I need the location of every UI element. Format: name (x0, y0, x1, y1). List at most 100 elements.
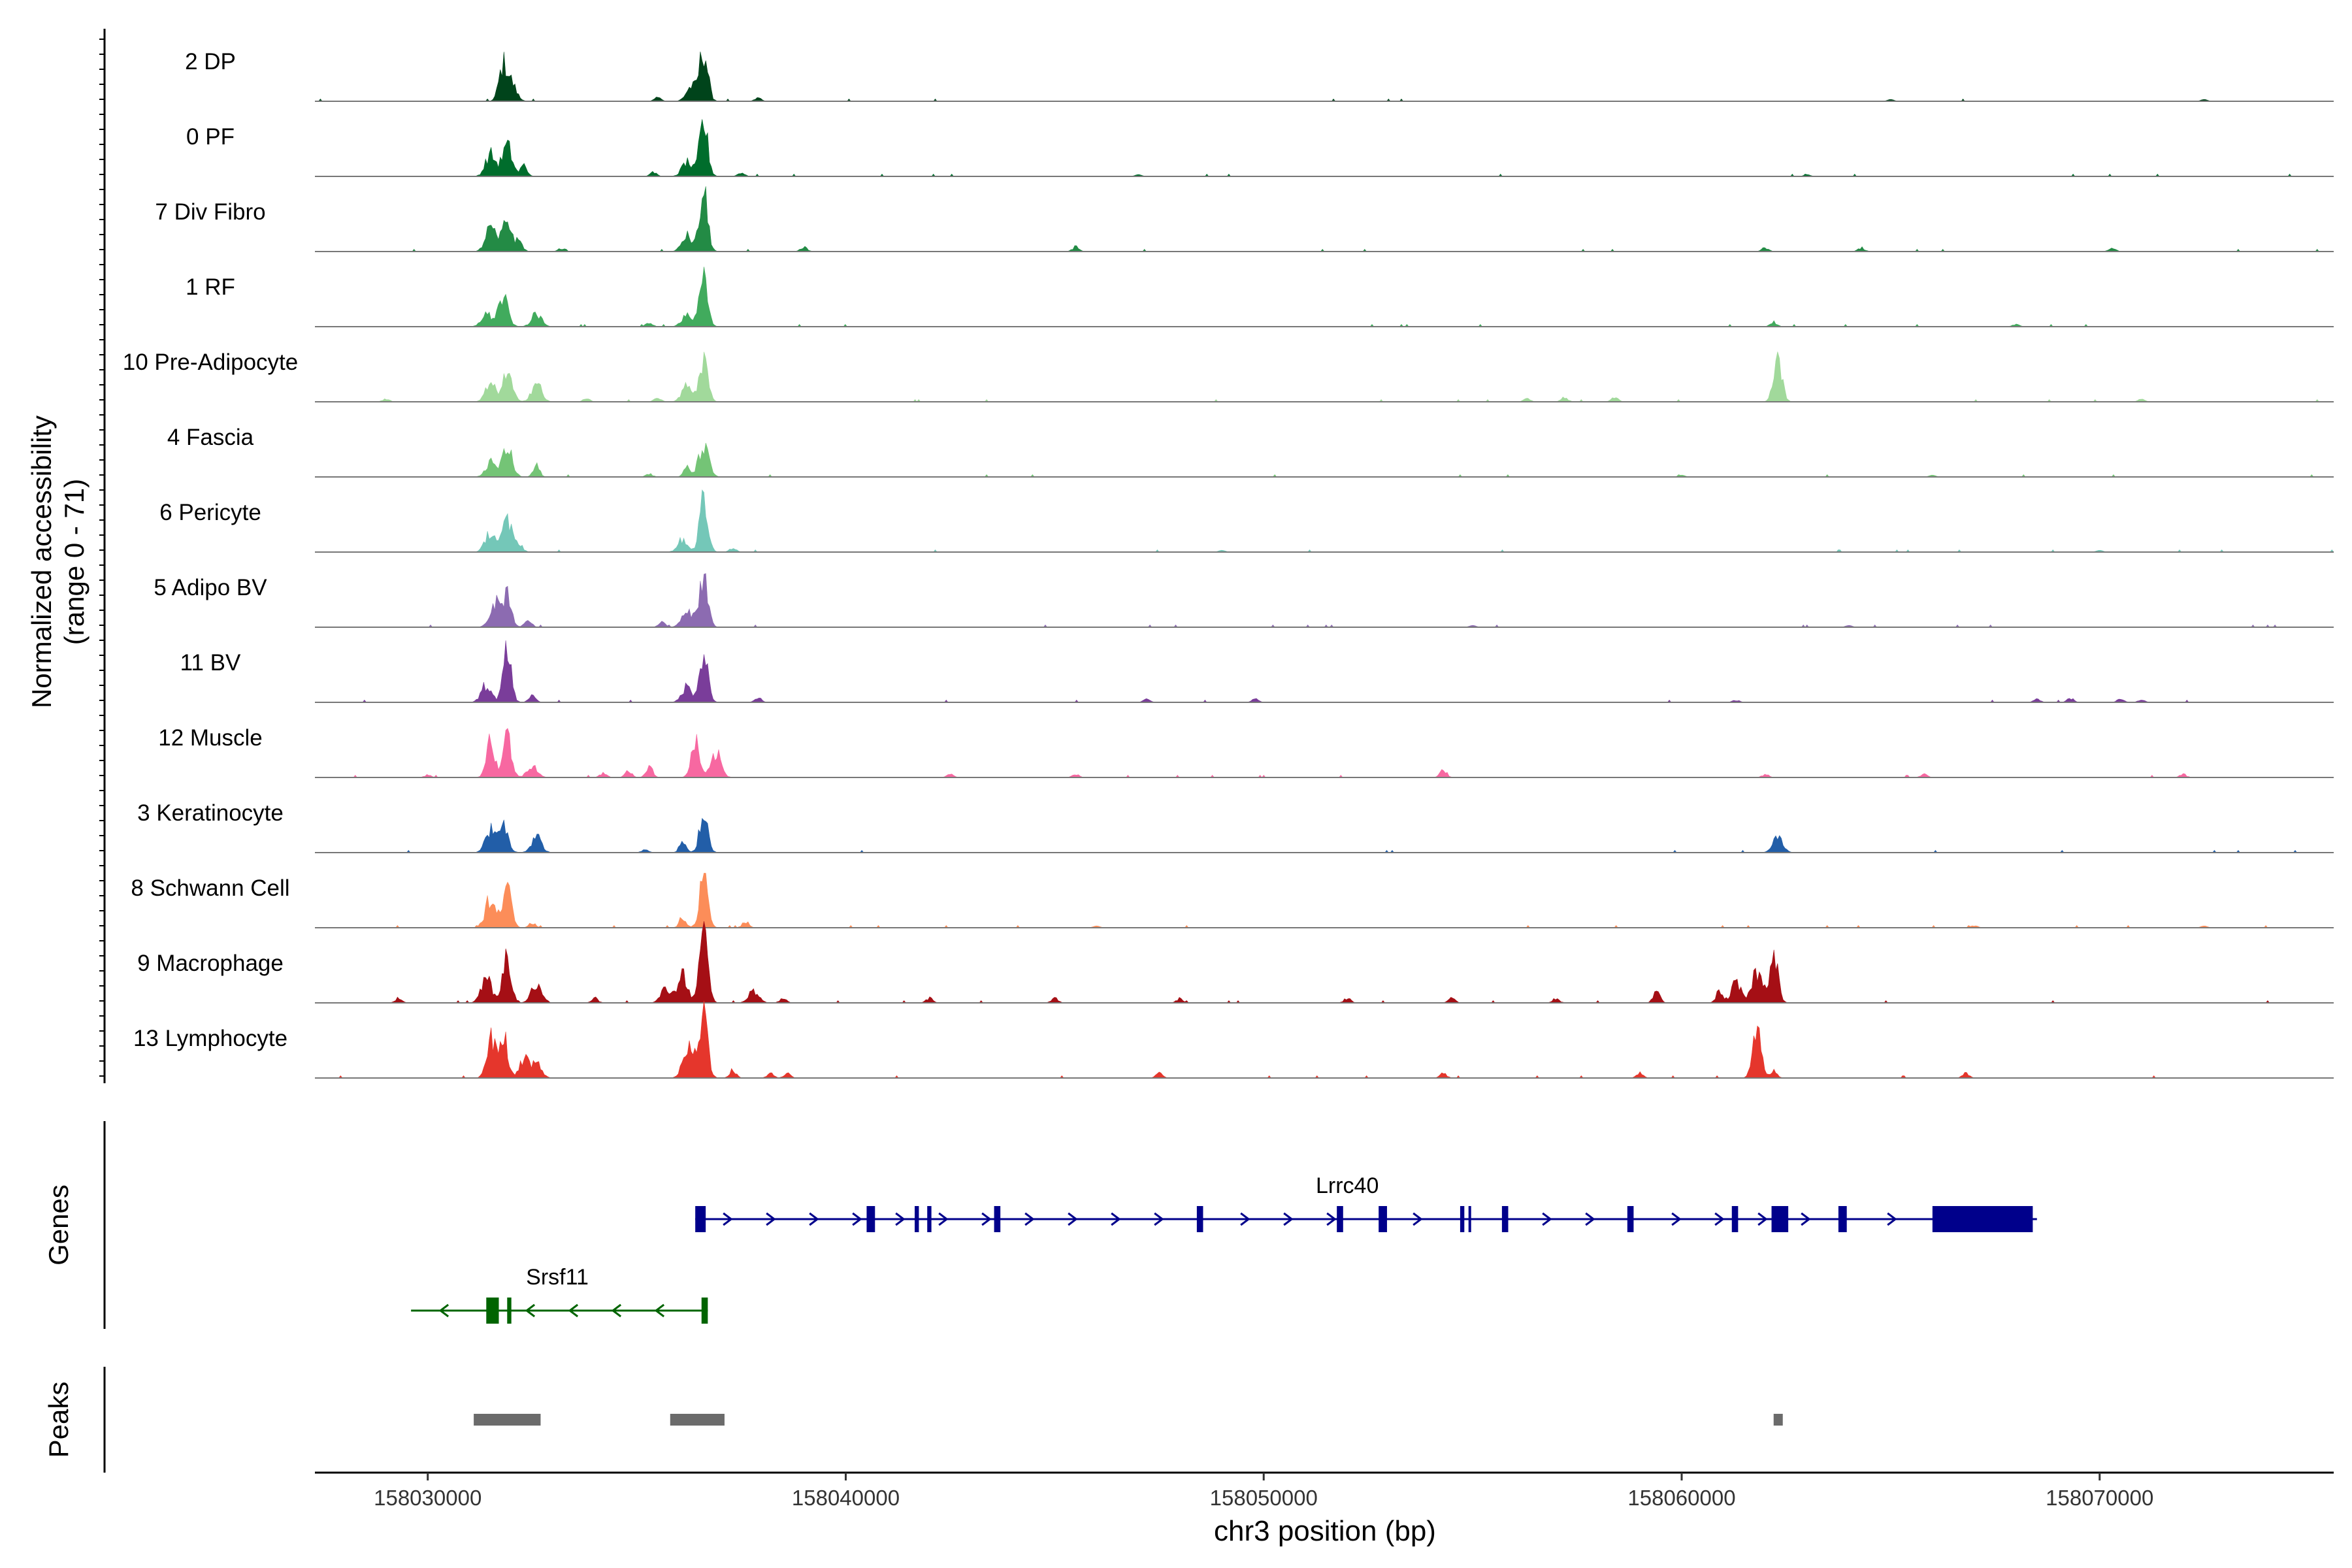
x-tick-label: 158050000 (1210, 1486, 1318, 1510)
strand-arrow (1283, 1212, 1294, 1226)
exon (866, 1206, 875, 1232)
coverage-area (315, 442, 2334, 478)
coverage-area (315, 573, 2334, 628)
track-3-keratinocyte: 3 Keratinocyte (137, 800, 2334, 853)
genes-panel-label: Genes (43, 1184, 74, 1266)
track-7-div-fibro: 7 Div Fibro (155, 186, 2334, 252)
exon (1379, 1206, 1387, 1232)
track-label: 3 Keratinocyte (137, 800, 284, 826)
genes-panel: Lrrc40 Srsf11 (411, 1173, 2037, 1324)
track-12-muscle: 12 Muscle (158, 725, 2334, 778)
exon (1468, 1206, 1471, 1232)
coverage-area (315, 119, 2334, 177)
exon (701, 1298, 708, 1324)
exon (927, 1206, 932, 1232)
strand-arrow (723, 1212, 733, 1226)
exon (994, 1206, 1001, 1232)
track-10-pre-adipocyte: 10 Pre-Adipocyte (123, 350, 2334, 402)
strand-arrow (1413, 1212, 1423, 1226)
exon (1196, 1206, 1203, 1232)
strand-arrow (1671, 1212, 1682, 1226)
strand-arrow (1111, 1212, 1121, 1226)
exon (486, 1298, 499, 1324)
track-label: 0 PF (186, 124, 235, 150)
strand-arrow (438, 1303, 449, 1318)
strand-arrow (1068, 1212, 1078, 1226)
track-6-pericyte: 6 Pericyte (159, 489, 2334, 553)
exon (695, 1206, 706, 1232)
track-label: 7 Div Fibro (155, 199, 265, 225)
peaks-panel (474, 1414, 1783, 1426)
track-label: 6 Pericyte (159, 500, 261, 525)
track-13-lymphocyte: 13 Lymphocyte (133, 1000, 2334, 1079)
strand-arrow (1240, 1212, 1250, 1226)
exon (1460, 1206, 1465, 1232)
peaks-panel-label: Peaks (43, 1382, 74, 1458)
peak-region (474, 1414, 541, 1426)
exon (915, 1206, 919, 1232)
strand-arrow (1887, 1212, 1897, 1226)
coverage-area (315, 351, 2334, 402)
strand-arrow (938, 1212, 949, 1226)
exon (1337, 1206, 1343, 1232)
track-label: 10 Pre-Adipocyte (123, 350, 298, 375)
x-tick-label: 158030000 (374, 1486, 482, 1510)
track-label: 2 DP (185, 49, 236, 74)
track-label: 13 Lymphocyte (133, 1026, 287, 1051)
track-label: 11 BV (180, 650, 241, 676)
track-2-dp: 2 DP (185, 49, 2334, 102)
peak-region (670, 1414, 725, 1426)
track-0-pf: 0 PF (186, 119, 2334, 177)
y-axis-label-line1: Normalized accessibility (26, 416, 57, 708)
exon (1627, 1206, 1634, 1232)
coverage-area (315, 873, 2334, 928)
coverage-area (315, 267, 2334, 327)
track-label: 4 Fascia (167, 425, 254, 450)
strand-arrow (568, 1303, 579, 1318)
track-label: 9 Macrophage (137, 951, 284, 976)
strand-arrow (1154, 1212, 1164, 1226)
strand-arrow (1542, 1212, 1552, 1226)
track-label: 1 RF (186, 274, 235, 300)
x-axis-title: chr3 position (bp) (1214, 1515, 1436, 1547)
coverage-area (315, 186, 2334, 252)
x-tick-label: 158070000 (2046, 1486, 2153, 1510)
coverage-area (315, 52, 2334, 102)
coverage-area (315, 728, 2334, 778)
strand-arrow (1585, 1212, 1595, 1226)
exon (1731, 1206, 1739, 1232)
coverage-area (315, 1000, 2334, 1079)
strand-arrow (654, 1303, 665, 1318)
x-tick-label: 158040000 (792, 1486, 900, 1510)
strand-arrow (895, 1212, 906, 1226)
track-9-macrophage: 9 Macrophage (137, 921, 2334, 1004)
track-5-adipo-bv: 5 Adipo BV (154, 573, 2334, 628)
coverage-y-axis (99, 29, 106, 1083)
track-label: 12 Muscle (158, 725, 263, 751)
strand-arrow (809, 1212, 819, 1226)
peak-region (1773, 1414, 1783, 1426)
gene-name-label: Srsf11 (526, 1265, 589, 1290)
coverage-area (315, 817, 2334, 853)
strand-arrow (1326, 1212, 1337, 1226)
strand-arrow (1801, 1212, 1811, 1226)
track-8-schwann-cell: 8 Schwann Cell (131, 873, 2334, 928)
x-axis: 158030000 158040000 158050000 158060000 1580… (315, 1471, 2334, 1510)
track-label: 8 Schwann Cell (131, 875, 289, 901)
exon (1771, 1206, 1789, 1232)
coverage-area (315, 640, 2334, 703)
strand-arrow (525, 1303, 536, 1318)
coverage-panel: 2 DP 0 PF 7 Div Fibro 1 RF 10 Pre-Adipocyte 4… (123, 49, 2334, 1079)
exon (1501, 1206, 1509, 1232)
exon (1838, 1206, 1847, 1232)
track-11-bv: 11 BV (180, 640, 2334, 703)
strand-arrow (611, 1303, 622, 1318)
coverage-area (315, 489, 2334, 553)
strand-arrow (981, 1212, 992, 1226)
coverage-area (315, 921, 2334, 1004)
y-axis-label-line2: (range 0 - 71) (59, 479, 90, 645)
track-label: 5 Adipo BV (154, 575, 267, 600)
gene-lrrc40: Lrrc40 (695, 1173, 2037, 1232)
strand-arrow (852, 1212, 862, 1226)
gene-srsf11: Srsf11 (411, 1265, 708, 1324)
